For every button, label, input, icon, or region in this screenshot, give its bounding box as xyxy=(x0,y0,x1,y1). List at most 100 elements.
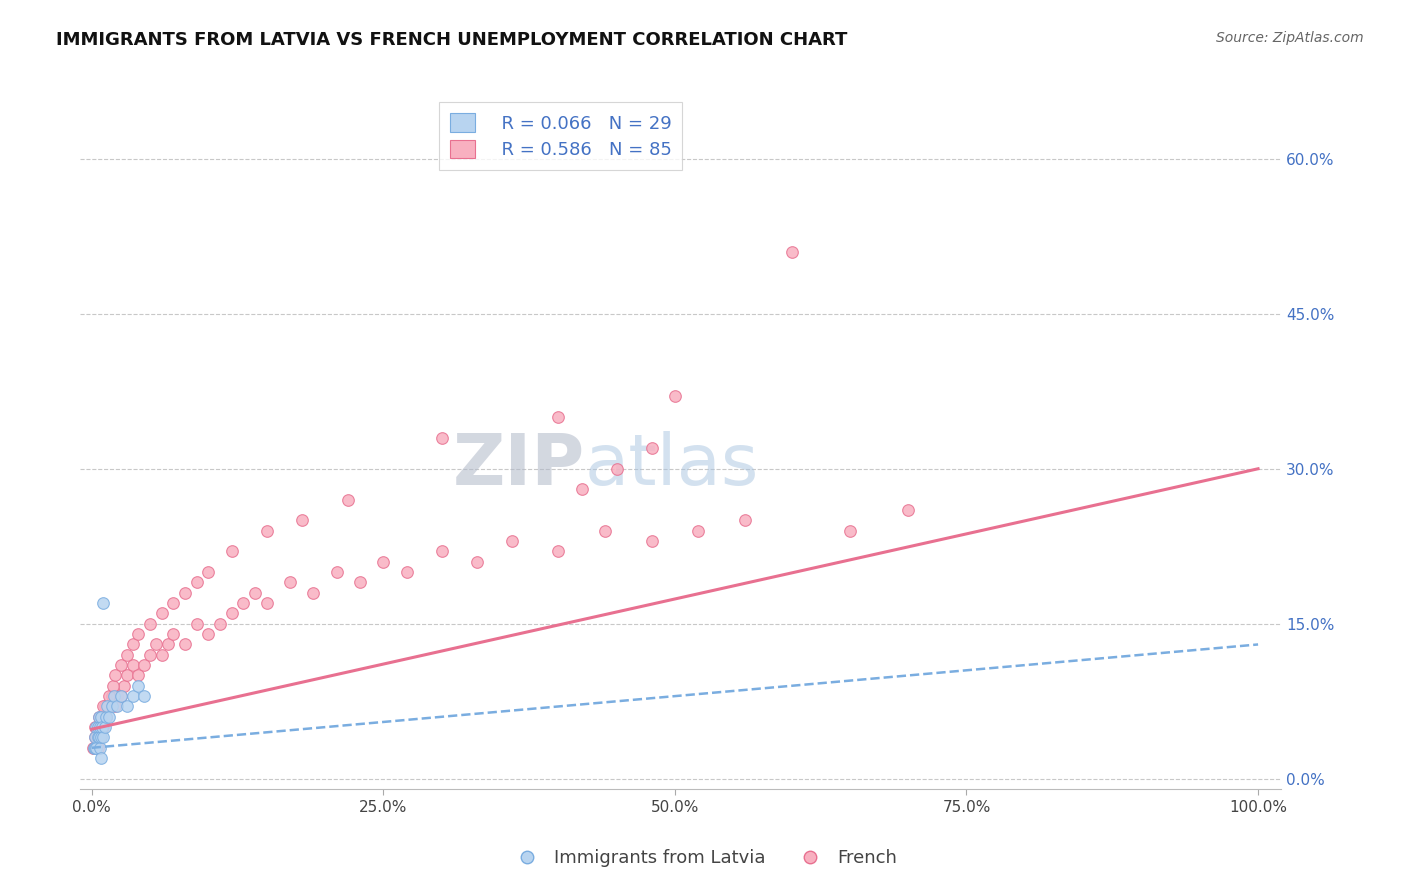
Point xyxy=(110,658,132,673)
Point xyxy=(87,731,110,745)
Point xyxy=(98,710,121,724)
Point xyxy=(86,740,108,755)
Point xyxy=(640,534,662,549)
Point xyxy=(430,544,453,558)
Point xyxy=(162,596,184,610)
Text: Source: ZipAtlas.com: Source: ZipAtlas.com xyxy=(1216,31,1364,45)
Point xyxy=(174,586,197,600)
Point xyxy=(186,616,208,631)
Point xyxy=(780,244,803,259)
Point xyxy=(302,586,325,600)
Point xyxy=(104,699,127,714)
Point xyxy=(90,720,112,734)
Point xyxy=(150,648,173,662)
Point xyxy=(430,431,453,445)
Point xyxy=(86,720,108,734)
Point xyxy=(90,710,112,724)
Point xyxy=(501,534,523,549)
Point xyxy=(115,699,138,714)
Point xyxy=(134,689,156,703)
Point xyxy=(83,740,105,755)
Point xyxy=(105,699,128,714)
Point xyxy=(98,699,121,714)
Point xyxy=(112,679,135,693)
Point xyxy=(121,689,143,703)
Point xyxy=(89,740,111,755)
Point xyxy=(86,731,108,745)
Point xyxy=(96,699,118,714)
Point xyxy=(606,462,628,476)
Point xyxy=(115,668,138,682)
Point xyxy=(278,575,301,590)
Point xyxy=(208,616,231,631)
Point xyxy=(91,720,114,734)
Point xyxy=(86,740,108,755)
Point xyxy=(84,731,107,745)
Point xyxy=(87,710,110,724)
Point xyxy=(640,441,662,455)
Point xyxy=(291,513,314,527)
Point xyxy=(121,637,143,651)
Point xyxy=(395,565,418,579)
Point xyxy=(232,596,254,610)
Point xyxy=(156,637,179,651)
Point xyxy=(547,410,569,425)
Point xyxy=(101,679,124,693)
Point xyxy=(98,689,121,703)
Point xyxy=(100,689,122,703)
Text: ZIP: ZIP xyxy=(453,432,585,500)
Point xyxy=(86,720,108,734)
Point xyxy=(664,389,686,403)
Point xyxy=(197,565,219,579)
Point xyxy=(86,720,108,734)
Point xyxy=(91,720,114,734)
Point xyxy=(571,483,593,497)
Point xyxy=(93,596,115,610)
Point xyxy=(104,668,127,682)
Point xyxy=(465,555,488,569)
Point xyxy=(139,616,162,631)
Point xyxy=(84,720,107,734)
Point xyxy=(94,710,117,724)
Point xyxy=(115,648,138,662)
Legend: Immigrants from Latvia, French: Immigrants from Latvia, French xyxy=(502,842,904,874)
Point xyxy=(100,699,122,714)
Text: atlas: atlas xyxy=(585,432,759,500)
Point xyxy=(84,731,107,745)
Point xyxy=(197,627,219,641)
Point xyxy=(373,555,395,569)
Point xyxy=(139,648,162,662)
Point xyxy=(186,575,208,590)
Point xyxy=(90,731,112,745)
Point xyxy=(89,731,111,745)
Point xyxy=(110,689,132,703)
Point xyxy=(127,679,149,693)
Point xyxy=(243,586,266,600)
Point xyxy=(90,710,112,724)
Point xyxy=(110,689,132,703)
Point xyxy=(82,740,104,755)
Point xyxy=(91,710,114,724)
Point xyxy=(93,699,115,714)
Point xyxy=(86,731,108,745)
Point xyxy=(145,637,167,651)
Point xyxy=(688,524,710,538)
Point xyxy=(256,524,278,538)
Point xyxy=(221,544,243,558)
Point xyxy=(105,689,128,703)
Point xyxy=(93,731,115,745)
Point xyxy=(349,575,371,590)
Point xyxy=(93,699,115,714)
Point xyxy=(256,596,278,610)
Point xyxy=(103,689,125,703)
Point xyxy=(150,607,173,621)
Point xyxy=(94,710,117,724)
Point xyxy=(221,607,243,621)
Point xyxy=(134,658,156,673)
Point xyxy=(127,668,149,682)
Point xyxy=(83,740,105,755)
Point xyxy=(838,524,860,538)
Point xyxy=(593,524,616,538)
Point xyxy=(127,627,149,641)
Text: IMMIGRANTS FROM LATVIA VS FRENCH UNEMPLOYMENT CORRELATION CHART: IMMIGRANTS FROM LATVIA VS FRENCH UNEMPLO… xyxy=(56,31,848,49)
